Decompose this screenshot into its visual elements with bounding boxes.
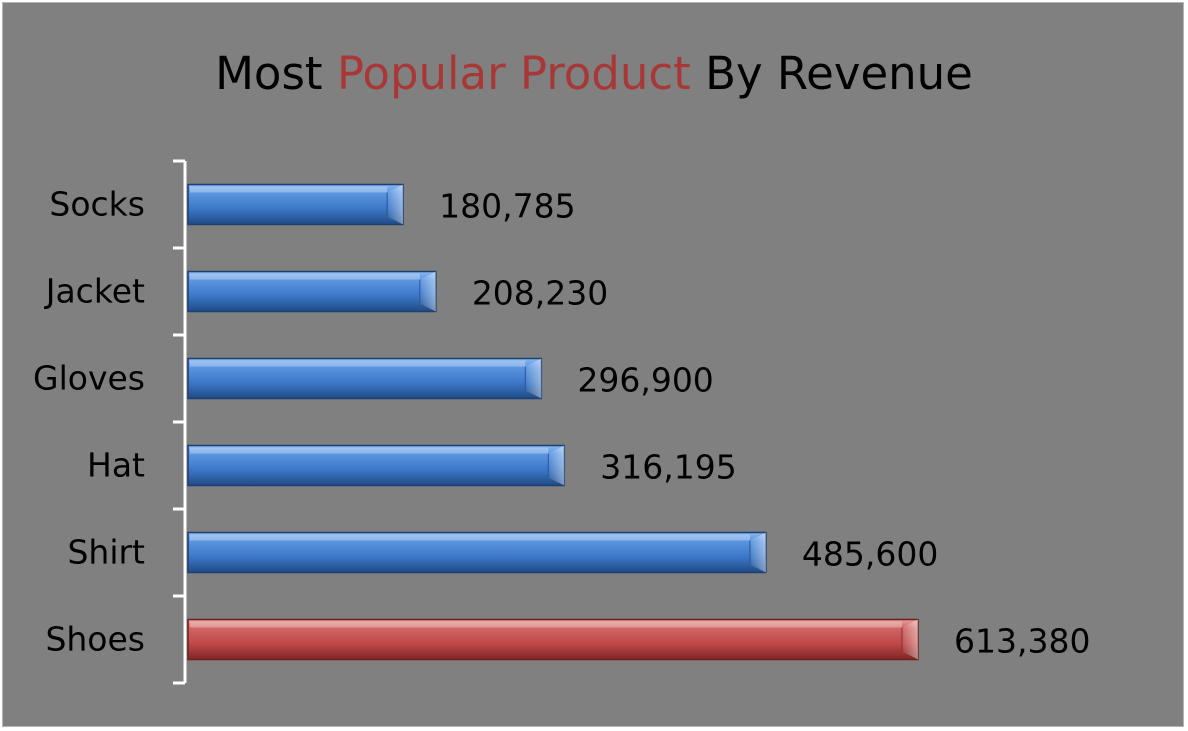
value-label: 613,380 bbox=[954, 622, 1090, 661]
value-label: 316,195 bbox=[600, 448, 736, 487]
bar-rect bbox=[187, 357, 543, 400]
category-label: Gloves bbox=[33, 359, 145, 398]
bar-rect bbox=[187, 618, 919, 661]
bar-bevel bbox=[190, 186, 388, 193]
chart-title: Most Popular Product By Revenue bbox=[215, 47, 973, 100]
bar-end-cap bbox=[548, 445, 565, 486]
bar-shoes bbox=[187, 618, 919, 661]
y-axis bbox=[173, 159, 187, 685]
bar-rect bbox=[187, 183, 404, 226]
bar-bevel bbox=[190, 621, 902, 628]
bars bbox=[187, 183, 919, 661]
bar-end-cap bbox=[749, 532, 766, 573]
bar-end-cap bbox=[525, 358, 542, 399]
bar-end-cap bbox=[419, 271, 436, 312]
bar-bevel bbox=[190, 273, 420, 280]
value-label: 296,900 bbox=[577, 361, 713, 400]
bar-end-cap bbox=[902, 619, 918, 660]
category-label: Jacket bbox=[44, 272, 145, 311]
category-label: Hat bbox=[87, 446, 145, 485]
bar-gloves bbox=[187, 357, 543, 400]
bar-rect bbox=[187, 270, 437, 313]
bar-shirt bbox=[187, 531, 767, 574]
bar-bevel bbox=[190, 360, 526, 367]
value-label: 485,600 bbox=[802, 535, 938, 574]
bar-end-cap bbox=[387, 184, 404, 225]
chart-title-highlight: Popular Product bbox=[337, 47, 691, 100]
chart-svg: Most Popular Product By Revenue Socks 180… bbox=[33, 47, 1090, 685]
value-label: 180,785 bbox=[439, 187, 575, 226]
chart-title-part: By Revenue bbox=[691, 47, 973, 100]
bar-socks bbox=[187, 183, 404, 226]
value-label: 208,230 bbox=[472, 274, 608, 313]
bar-bevel bbox=[190, 447, 549, 454]
bar-rect bbox=[187, 531, 767, 574]
bar-jacket bbox=[187, 270, 437, 313]
labels: Socks 180,785 Jacket 208,230 Gloves 296,900 Ha… bbox=[33, 185, 1090, 661]
category-label: Shirt bbox=[67, 533, 145, 572]
chart-title-part: Most bbox=[215, 47, 337, 100]
bar-hat bbox=[187, 444, 566, 487]
category-label: Shoes bbox=[45, 620, 145, 659]
category-label: Socks bbox=[49, 185, 145, 224]
bar-bevel bbox=[190, 534, 750, 541]
